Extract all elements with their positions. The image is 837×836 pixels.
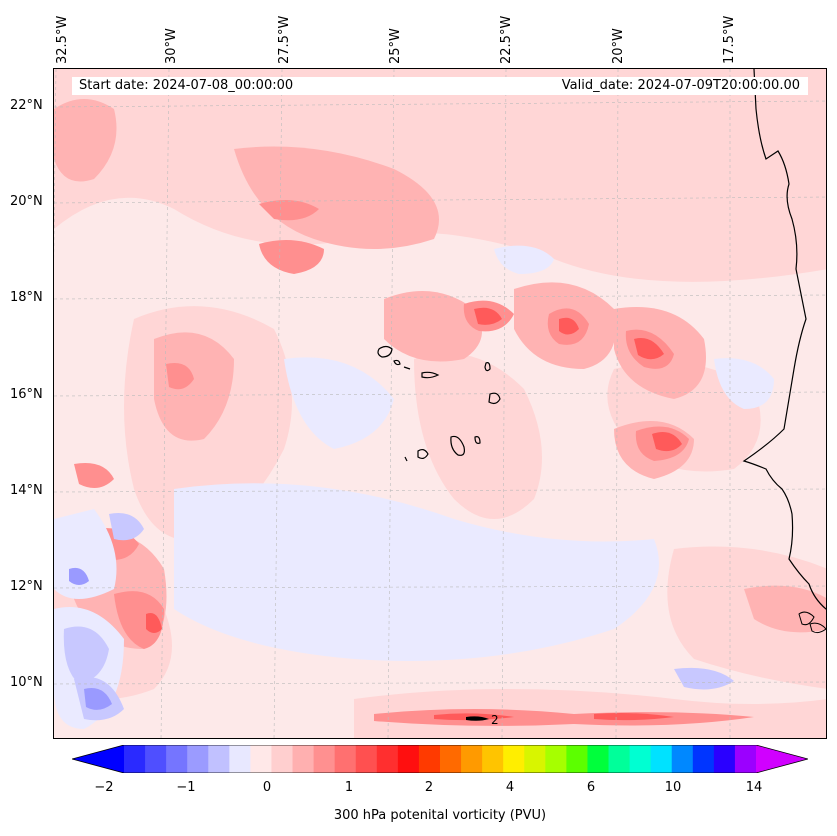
colorbar-tick-label: 6 <box>586 780 596 795</box>
colorbar-cell <box>692 745 715 773</box>
longitude-label: 32.5°W <box>55 15 70 64</box>
latitude-label: 14°N <box>10 483 43 498</box>
colorbar-cell <box>313 745 336 773</box>
longitude-label: 17.5°W <box>722 15 737 64</box>
colorbar-tick-label: 14 <box>745 780 763 795</box>
colorbar-extend-min <box>72 745 124 773</box>
latitude-label: 18°N <box>10 290 43 305</box>
colorbar-cell <box>271 745 294 773</box>
valid-date-text: Valid_date: 2024-07-09T20:00:00.00 <box>561 78 800 93</box>
latitude-label: 22°N <box>10 98 43 113</box>
map-plot-area: 2 <box>53 68 827 739</box>
colorbar-cell <box>503 745 525 773</box>
longitude-label: 27.5°W <box>277 15 292 64</box>
colorbar-cell <box>671 745 694 773</box>
latitude-label: 12°N <box>10 579 43 594</box>
colorbar-cell <box>524 745 546 773</box>
colorbar-tick-label: −1 <box>176 780 196 795</box>
colorbar-cell <box>397 745 420 773</box>
colorbar-tick-label: −2 <box>94 780 114 795</box>
date-banner: Start date: 2024-07-08_00:00:00 Valid_da… <box>72 77 808 95</box>
colorbar-cell <box>124 745 146 773</box>
colorbar-cell <box>440 745 462 773</box>
longitude-label: 25°W <box>388 28 403 64</box>
latitude-label: 16°N <box>10 387 43 402</box>
colorbar-tick-label: 10 <box>664 780 682 795</box>
colorbar-cell <box>587 745 610 773</box>
contour-label: 2 <box>491 713 499 727</box>
colorbar-cell <box>608 745 631 773</box>
colorbar-extend-max <box>756 745 808 773</box>
colorbar-tick-label: 1 <box>344 780 354 795</box>
colorbar-label: 300 hPa potenital vorticity (PVU) <box>333 808 547 823</box>
colorbar-cell <box>187 745 209 773</box>
colorbar-cell <box>461 745 483 773</box>
colorbar <box>72 745 808 773</box>
colorbar-cell <box>482 745 504 773</box>
colorbar-cell <box>713 745 736 773</box>
colorbar-tick-label: 0 <box>262 780 272 795</box>
colorbar-tick-label: 4 <box>505 780 515 795</box>
vorticity-field: 2 <box>54 69 826 738</box>
longitude-label: 30°W <box>164 28 179 64</box>
colorbar-tick-label: 2 <box>424 780 434 795</box>
colorbar-cell <box>629 745 652 773</box>
colorbar-cell <box>650 745 673 773</box>
colorbar-cell <box>734 745 757 773</box>
colorbar-cell <box>566 745 588 773</box>
colorbar-cell <box>545 745 567 773</box>
colorbar-cell <box>229 745 251 773</box>
colorbar-cell <box>145 745 167 773</box>
latitude-label: 20°N <box>10 194 43 209</box>
colorbar-cell <box>208 745 230 773</box>
graticule <box>54 69 826 738</box>
colorbar-cell <box>355 745 378 773</box>
cape-verde-islands <box>377 345 501 462</box>
latitude-label: 10°N <box>10 675 43 690</box>
colorbar-cell <box>250 745 272 773</box>
longitude-label: 20°W <box>611 28 626 64</box>
colorbar-cell <box>376 745 399 773</box>
start-date-text: Start date: 2024-07-08_00:00:00 <box>79 78 294 93</box>
colorbar-cell <box>418 745 441 773</box>
colorbar-cell <box>166 745 188 773</box>
coastline <box>742 69 826 610</box>
colorbar-cell <box>334 745 357 773</box>
colorbar-cell <box>292 745 315 773</box>
longitude-label: 22.5°W <box>499 15 514 64</box>
